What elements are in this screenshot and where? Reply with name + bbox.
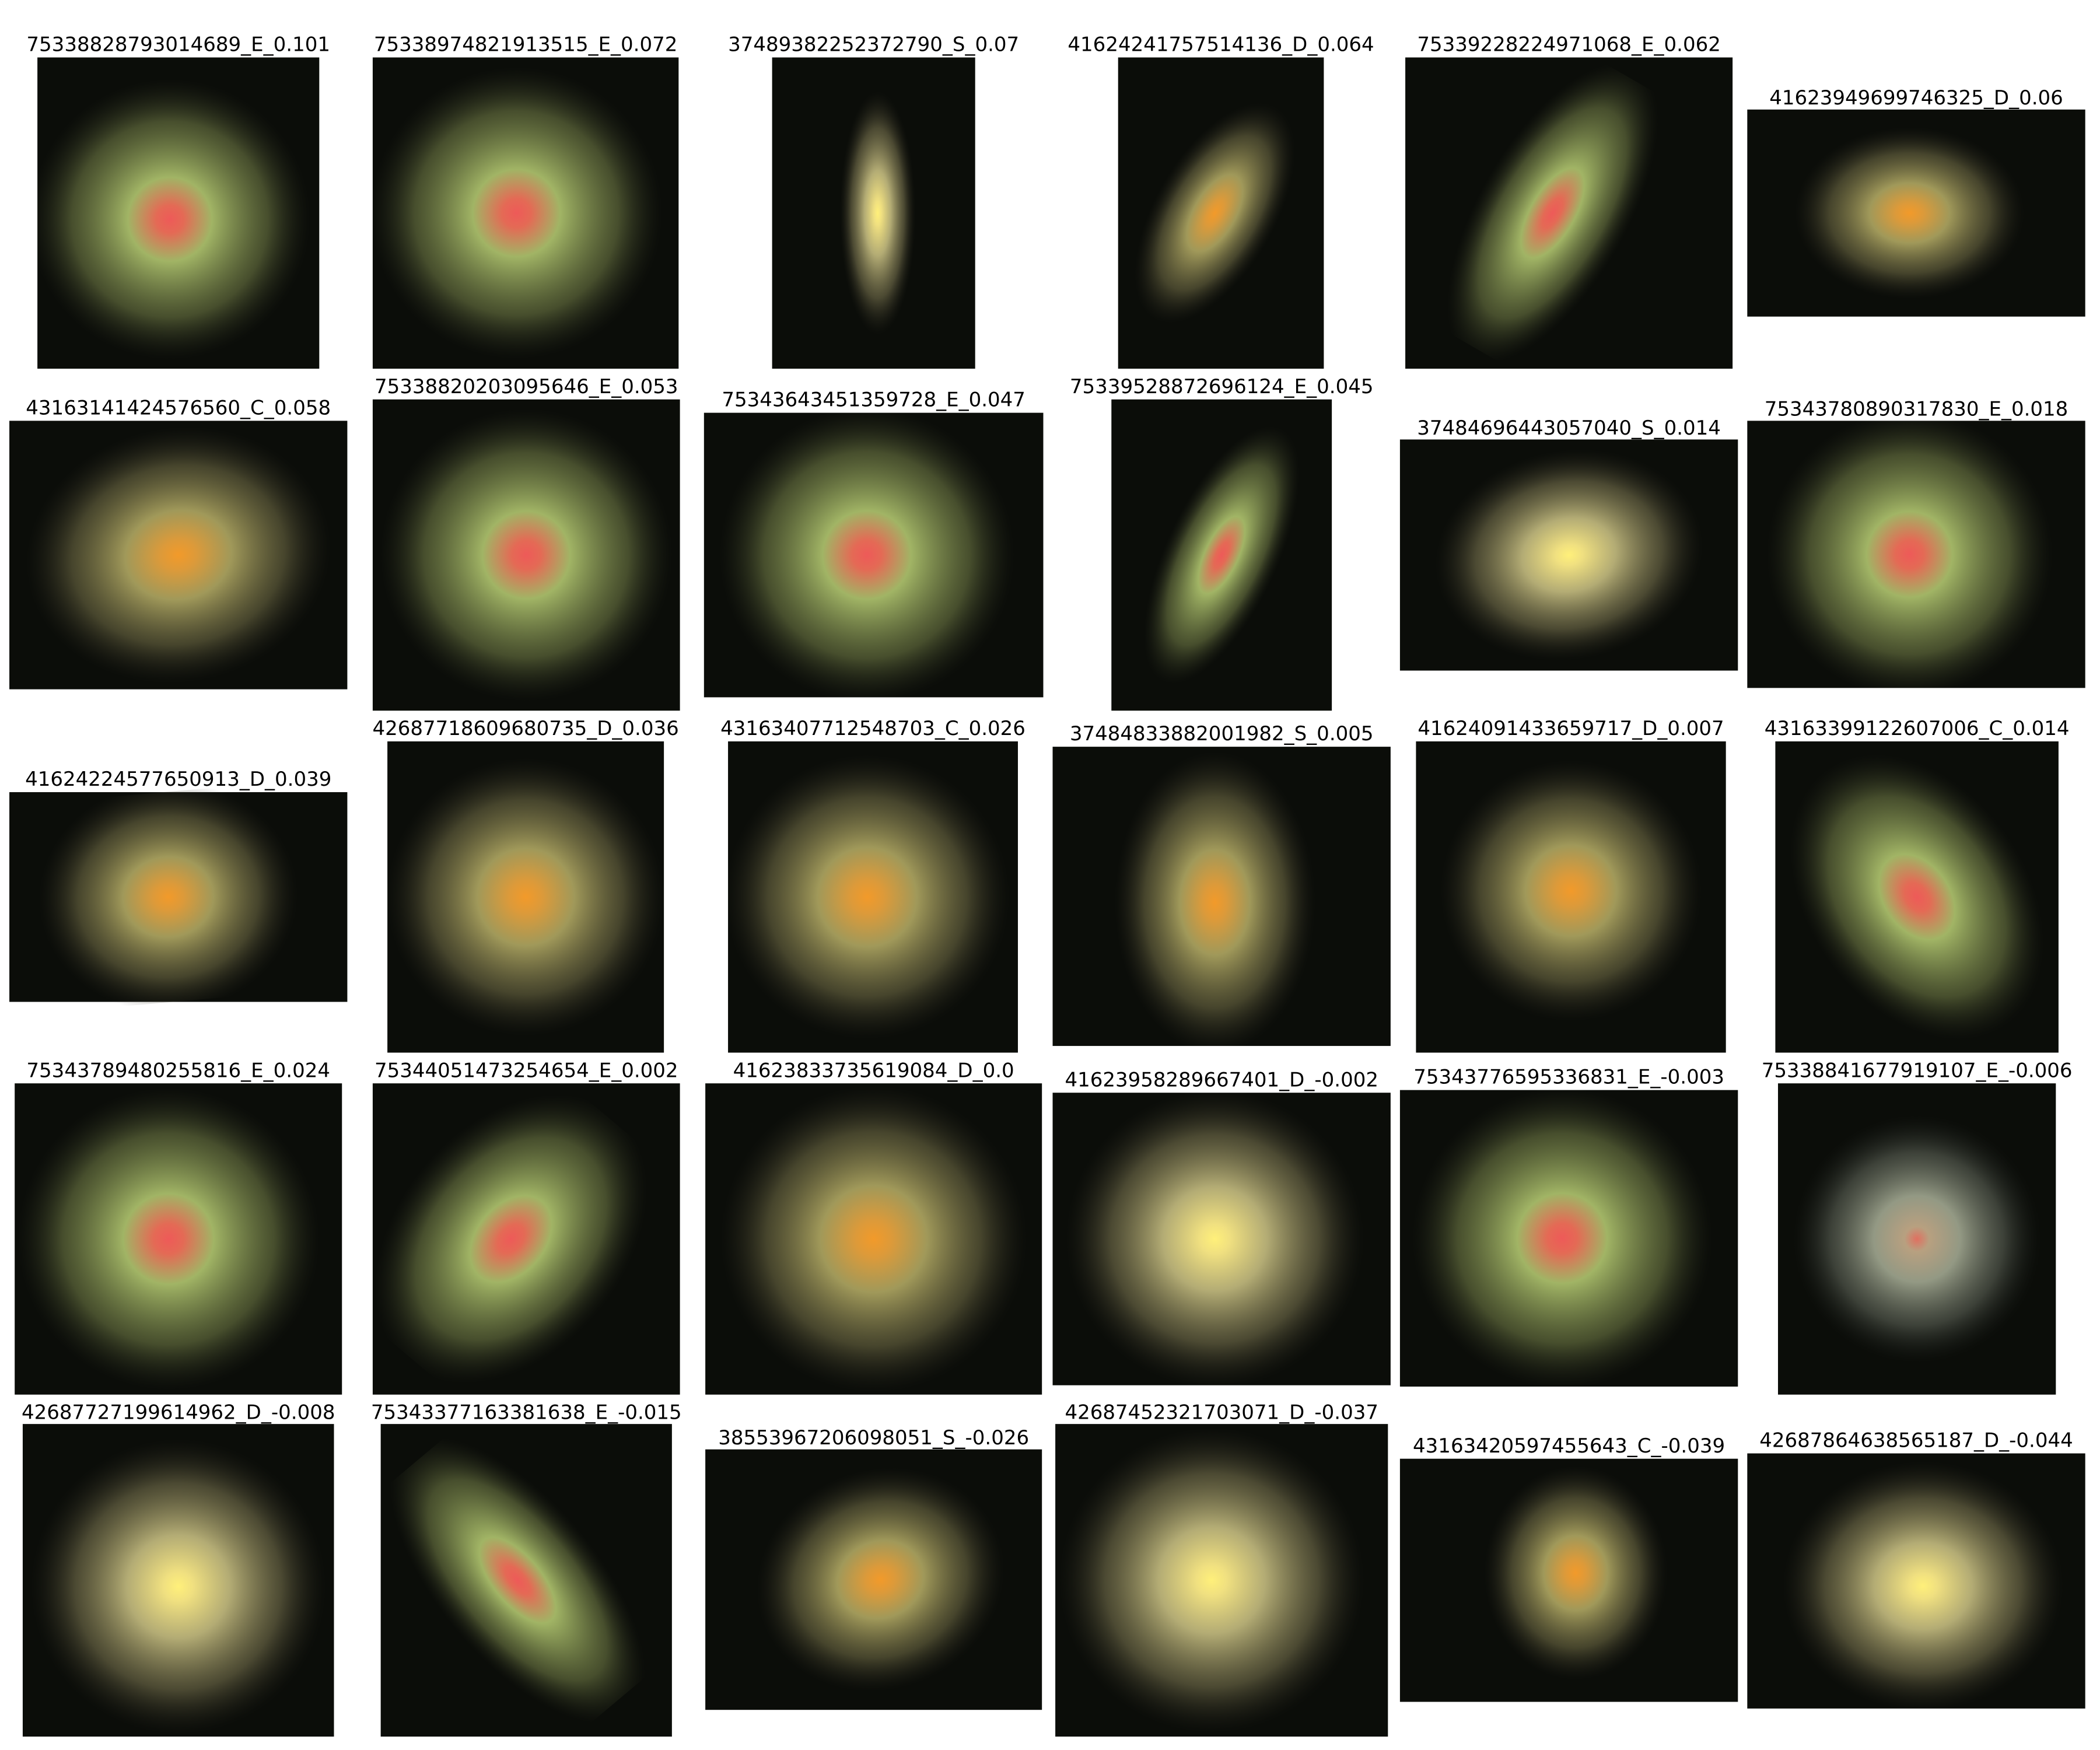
galaxy [1484, 1466, 1668, 1680]
galaxy-panel: 38553967206098051_S_-0.026 [705, 1426, 1042, 1710]
galaxy-panel: 41623949699746325_D_0.06 [1747, 86, 2085, 317]
panel-label: 75338820203095646_E_0.053 [374, 375, 678, 398]
panel-label: 75338828793014689_E_0.101 [26, 33, 330, 57]
galaxy [1790, 754, 2044, 1040]
galaxy [31, 1439, 326, 1734]
galaxy [1440, 760, 1702, 1021]
panel-label: 37484833882001982_S_0.005 [1070, 722, 1374, 746]
panel-label: 41623833735619084_D_0.0 [733, 1059, 1014, 1082]
galaxy [1059, 1427, 1364, 1733]
galaxy [1783, 1461, 2063, 1709]
galaxy-panel: 41623833735619084_D_0.0 [705, 1059, 1042, 1395]
panel-label: 37484696443057040_S_0.014 [1417, 416, 1721, 440]
panel-label: 43163141424576560_C_0.058 [26, 396, 331, 419]
galaxy [387, 758, 664, 1036]
galaxy [1143, 426, 1300, 684]
galaxy-panel: 75338974821913515_E_0.072 [372, 33, 679, 369]
panel-label: 75343776595336831_E_-0.003 [1413, 1066, 1724, 1089]
panel-label: 41623958289667401_D_-0.002 [1065, 1068, 1378, 1091]
galaxy-panel: 42687452321703071_D_-0.037 [1055, 1401, 1388, 1737]
galaxy [728, 755, 1009, 1040]
galaxy-panel: 37484696443057040_S_0.014 [1399, 416, 1738, 671]
galaxy [372, 67, 663, 359]
galaxy-panel: 43163141424576560_C_0.058 [9, 396, 348, 690]
galaxy-panel: 75344051473254654_E_0.002 [372, 1059, 680, 1395]
panel-label: 42687727199614962_D_-0.008 [22, 1401, 335, 1424]
galaxy [390, 1437, 645, 1724]
panel-label: 75339228224971068_E_0.062 [1417, 33, 1721, 57]
galaxy-panel: 42687718609680735_D_0.036 [372, 717, 679, 1053]
panel-label: 75339528872696124_E_0.045 [1070, 375, 1374, 398]
panel-label: 41624241757514136_D_0.064 [1068, 33, 1374, 57]
galaxy [1795, 127, 2024, 299]
panel-label: 41624091433659717_D_0.007 [1418, 717, 1724, 740]
panel-label: 43163420597455643_C_-0.039 [1413, 1434, 1725, 1458]
galaxy [839, 91, 916, 335]
panel-label: 75343780890317830_E_0.018 [1765, 398, 2068, 421]
galaxy-panel: 75338828793014689_E_0.101 [26, 33, 330, 369]
panel-label: 75343789480255816_E_0.024 [26, 1059, 330, 1082]
galaxy-panel: 37484833882001982_S_0.005 [1052, 722, 1391, 1046]
galaxy [1435, 449, 1703, 661]
galaxy-panel: 75343377163381638_E_-0.015 [371, 1401, 682, 1737]
galaxy-panel: 75343643451359728_E_0.047 [704, 388, 1044, 698]
panel-label: 38553967206098051_S_-0.026 [718, 1426, 1029, 1450]
panel-label: 75343377163381638_E_-0.015 [371, 1401, 682, 1424]
galaxy [1135, 103, 1295, 323]
galaxy-panel: 43163420597455643_C_-0.039 [1399, 1434, 1738, 1702]
galaxy-panel: 75339528872696124_E_0.045 [1070, 375, 1374, 711]
galaxy [1066, 1093, 1364, 1385]
panel-label: 75338974821913515_E_0.072 [374, 33, 678, 57]
panel-label: 37489382252372790_S_0.07 [728, 33, 1019, 57]
galaxy-panel: 37489382252372790_S_0.07 [728, 33, 1019, 369]
galaxy-panel: 41624241757514136_D_0.064 [1068, 33, 1374, 369]
galaxy-panel: 41623958289667401_D_-0.002 [1052, 1068, 1391, 1385]
galaxy [757, 1468, 1005, 1692]
galaxy [38, 782, 298, 1013]
galaxy-panel: 43163407712548703_C_0.026 [720, 717, 1026, 1053]
galaxy [1412, 1090, 1712, 1387]
galaxy-panel: 75343776595336831_E_-0.003 [1399, 1066, 1738, 1387]
panel-label: 41623949699746325_D_0.06 [1769, 86, 2063, 110]
panel-label: 42687718609680735_D_0.036 [372, 717, 678, 740]
galaxy [18, 1088, 320, 1390]
galaxy [26, 426, 331, 684]
panel-label: 42687452321703071_D_-0.037 [1065, 1401, 1378, 1424]
galaxy [374, 1094, 647, 1384]
panel-label: 43163399122607006_C_0.014 [1765, 717, 2070, 740]
panel-label: 41624224577650913_D_0.039 [25, 768, 331, 791]
galaxy [720, 1086, 1027, 1392]
galaxy-panel: 42687727199614962_D_-0.008 [22, 1401, 335, 1737]
galaxy [719, 412, 1014, 698]
galaxy-panel: 75338820203095646_E_0.053 [372, 375, 680, 711]
galaxy [1766, 421, 2053, 688]
galaxy-panel: 75338841677919107_E_-0.006 [1762, 1059, 2073, 1395]
galaxy [1114, 751, 1315, 1046]
galaxy [1447, 63, 1658, 363]
galaxy-panel: 75343780890317830_E_0.018 [1747, 398, 2085, 688]
galaxy-panel: 75343789480255816_E_0.024 [15, 1059, 342, 1395]
galaxy-panel: 75339228224971068_E_0.062 [1405, 33, 1733, 369]
galaxy-panel: 43163399122607006_C_0.014 [1765, 717, 2070, 1053]
panel-label: 42687864638565187_D_-0.044 [1759, 1429, 2073, 1452]
panel-label: 75344051473254654_E_0.002 [374, 1059, 678, 1082]
panel-label: 75338841677919107_E_-0.006 [1762, 1059, 2073, 1082]
galaxy-panel: 41624224577650913_D_0.039 [9, 768, 348, 1013]
galaxy-panel: 41624091433659717_D_0.007 [1416, 717, 1726, 1053]
galaxy [37, 79, 310, 360]
galaxy-panel: 42687864638565187_D_-0.044 [1747, 1429, 2085, 1709]
galaxy [380, 409, 673, 701]
panel-label: 43163407712548703_C_0.026 [720, 717, 1026, 740]
panel-label: 75343643451359728_E_0.047 [722, 388, 1026, 412]
galaxy [1793, 1115, 2041, 1363]
